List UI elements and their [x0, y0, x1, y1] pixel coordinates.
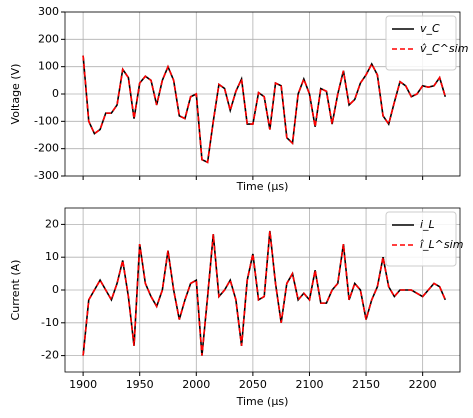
y-tick-label: -20	[41, 349, 59, 362]
y-tick-label: -300	[34, 169, 59, 182]
x-tick-label: 2000	[182, 378, 210, 391]
y-tick-label: -100	[34, 114, 59, 127]
x-tick-label: 2200	[409, 378, 437, 391]
subplot: -300 -200 -100 0 100 200 300 Time (μs) Voltage (…	[9, 5, 468, 193]
legend: v_C v̂_C^sim	[385, 15, 468, 71]
legend-label: i_L	[420, 218, 435, 231]
y-axis-label: Current (A)	[9, 260, 22, 321]
axes-frame	[64, 207, 461, 373]
series-line	[82, 55, 447, 164]
legend-label: î_L^sim	[420, 238, 463, 251]
series-line	[82, 230, 447, 356]
y-tick-label: 300	[38, 5, 59, 18]
subplot: 1900 1950 2000 2050 2100 2150 2200 -20 -10 0 10 20 T…	[9, 207, 463, 408]
x-tick-label: 2050	[239, 378, 267, 391]
y-tick-label: 0	[52, 87, 59, 100]
legend-label: v̂_C^sim	[420, 42, 468, 55]
y-tick-label: 100	[38, 60, 59, 73]
y-tick-label: 20	[45, 217, 59, 230]
x-tick-label: 1950	[126, 378, 154, 391]
series-line	[82, 55, 447, 164]
x-tick-label: 2100	[295, 378, 323, 391]
y-tick-label: -200	[34, 142, 59, 155]
y-tick-label: -10	[41, 316, 59, 329]
y-tick-label: 10	[45, 250, 59, 263]
y-axis-label: Voltage (V)	[9, 64, 22, 125]
y-tick-label: 200	[38, 32, 59, 45]
legend-label: v_C	[420, 22, 440, 35]
axes-frame	[64, 11, 461, 177]
x-axis-label: Time (μs)	[236, 395, 289, 408]
x-tick-label: 1900	[69, 378, 97, 391]
y-tick-label: 0	[52, 283, 59, 296]
x-tick-label: 2150	[352, 378, 380, 391]
x-axis-label: Time (μs)	[236, 180, 289, 193]
legend: i_L î_L^sim	[385, 211, 463, 267]
